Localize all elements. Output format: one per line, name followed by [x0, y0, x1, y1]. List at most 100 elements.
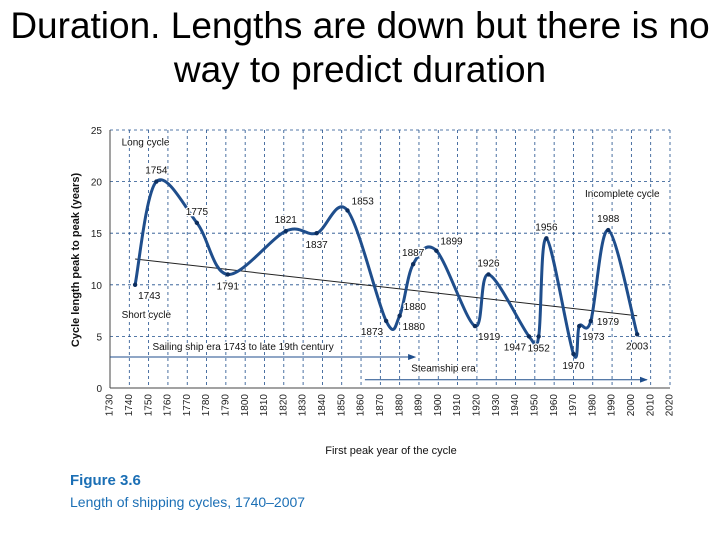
x-tick-label-1780: 1780: [201, 394, 212, 417]
point-label-1880-9: 1880: [403, 322, 426, 333]
x-tick-label-1950: 1950: [529, 394, 540, 417]
point-label-1899-11: 1899: [440, 237, 463, 248]
x-tick-label-1920: 1920: [472, 394, 483, 417]
x-tick-label-2020: 2020: [665, 394, 676, 417]
y-tick-label-15: 15: [91, 229, 103, 240]
x-tick-label-1850: 1850: [336, 394, 347, 417]
annotation-4: Steamship era: [411, 363, 476, 374]
x-tick-label-1790: 1790: [221, 394, 232, 417]
annotation-0: Long cycle: [122, 137, 170, 148]
x-tick-label-2000: 2000: [626, 394, 637, 417]
data-point-1970: [571, 351, 576, 357]
x-tick-label-1740: 1740: [124, 394, 135, 417]
x-tick-label-1880: 1880: [394, 394, 405, 417]
x-tick-label-1990: 1990: [607, 394, 618, 417]
x-tick-label-1830: 1830: [298, 394, 309, 417]
figure-caption: Length of shipping cycles, 1740–2007: [70, 494, 306, 510]
data-point-1791: [225, 272, 230, 277]
axes: [109, 130, 670, 389]
x-tick-label-1800: 1800: [240, 394, 251, 417]
y-tick-label-20: 20: [91, 178, 103, 189]
x-tick-label-1870: 1870: [375, 394, 386, 417]
slide-title: Duration. Lengths are down but there is …: [10, 5, 710, 90]
data-point-1754: [154, 179, 159, 184]
x-tick-label-1820: 1820: [278, 394, 289, 417]
point-label-1887-10: 1887: [402, 248, 425, 259]
data-point-1952: [536, 334, 541, 339]
y-tick-labels: 0 5 10 15 20 25: [91, 126, 103, 395]
data-point-1853: [345, 208, 350, 213]
series-group: [133, 178, 639, 359]
point-label-1973-18: 1973: [582, 332, 605, 343]
point-label-1880-8: 1880: [404, 302, 427, 313]
point-label-1873-7: 1873: [361, 327, 384, 338]
y-tick-label-10: 10: [91, 281, 103, 292]
annotation-2: Incomplete cycle: [585, 189, 660, 200]
data-points: [132, 179, 640, 357]
point-label-2003-21: 2003: [626, 341, 649, 352]
x-tick-label-1750: 1750: [143, 394, 154, 417]
point-label-1988-20: 1988: [597, 214, 620, 225]
x-tick-label-1900: 1900: [433, 394, 444, 417]
x-tick-label-1770: 1770: [182, 394, 193, 417]
x-tick-label-1960: 1960: [549, 394, 560, 417]
point-label-1926-13: 1926: [477, 258, 500, 269]
data-point-1988: [606, 227, 611, 233]
series-line-0: [133, 178, 639, 359]
data-point-1979: [588, 318, 594, 324]
point-label-1952-15: 1952: [528, 343, 551, 354]
data-point-1887: [410, 261, 416, 267]
data-point-2003: [634, 332, 640, 337]
x-tick-label-1970: 1970: [568, 394, 579, 417]
x-tick-label-1860: 1860: [356, 394, 367, 417]
figure-label: Figure 3.6: [70, 472, 141, 489]
point-label-1754-1: 1754: [145, 166, 168, 177]
data-point-1880: [397, 313, 402, 318]
point-label-1947-14: 1947: [504, 342, 527, 353]
point-label-1979-19: 1979: [597, 317, 620, 328]
data-point-1775: [194, 220, 200, 226]
data-point-1837: [314, 231, 319, 236]
annotations: Long cycle Short cycle Incomplete cycle Sai…: [120, 136, 661, 376]
x-tick-label-1940: 1940: [510, 394, 521, 417]
x-tick-label-1760: 1760: [163, 394, 174, 417]
point-labels: 1743 1754 1775 1791 1821 1837 1853 1873 1880 1880…: [137, 164, 650, 373]
x-tick-labels: 1730 1740 1750 1760 1770 1780 1790 1800 1810 1820…: [105, 394, 676, 417]
data-point-1821: [283, 228, 288, 234]
point-label-1970-17: 1970: [562, 361, 585, 372]
point-label-1743-0: 1743: [138, 291, 161, 302]
y-axis-label: Cycle length peak to peak (years): [70, 173, 82, 348]
x-tick-label-1810: 1810: [259, 394, 270, 417]
x-tick-label-1910: 1910: [452, 394, 463, 417]
data-point-1947: [526, 334, 532, 339]
y-tick-label-5: 5: [96, 332, 102, 343]
annotation-1: Short cycle: [122, 310, 172, 321]
data-point-1973: [577, 323, 582, 329]
data-point-1873: [383, 318, 389, 324]
y-tick-label-0: 0: [96, 384, 102, 395]
point-label-1821-4: 1821: [275, 215, 298, 226]
grid: [109, 129, 671, 388]
x-tick-label-1890: 1890: [414, 394, 425, 417]
x-tick-label-2010: 2010: [645, 394, 656, 417]
data-point-1743: [132, 282, 138, 287]
annotation-3: Sailing ship era 1743 to late 19th centu…: [152, 342, 333, 353]
point-label-1837-5: 1837: [305, 240, 328, 251]
data-point-1956: [544, 236, 549, 241]
data-point-1899: [434, 248, 439, 253]
x-tick-label-1980: 1980: [587, 394, 598, 417]
shipping-cycle-chart: 1730 1740 1750 1760 1770 1780 1790 1800 1810 1820…: [70, 126, 676, 457]
data-point-1919: [472, 323, 478, 329]
x-tick-label-1930: 1930: [491, 394, 502, 417]
x-tick-label-1730: 1730: [105, 394, 116, 417]
y-tick-label-25: 25: [91, 126, 103, 137]
point-label-1775-2: 1775: [186, 207, 209, 218]
point-label-1853-6: 1853: [352, 196, 375, 207]
point-label-1791-3: 1791: [217, 281, 240, 292]
data-point-1926: [486, 272, 491, 277]
x-axis-label: First peak year of the cycle: [325, 445, 456, 457]
point-label-1956-16: 1956: [535, 222, 558, 233]
point-label-1919-12: 1919: [478, 332, 501, 343]
era-arrows: [110, 354, 648, 383]
x-tick-label-1840: 1840: [317, 394, 328, 417]
